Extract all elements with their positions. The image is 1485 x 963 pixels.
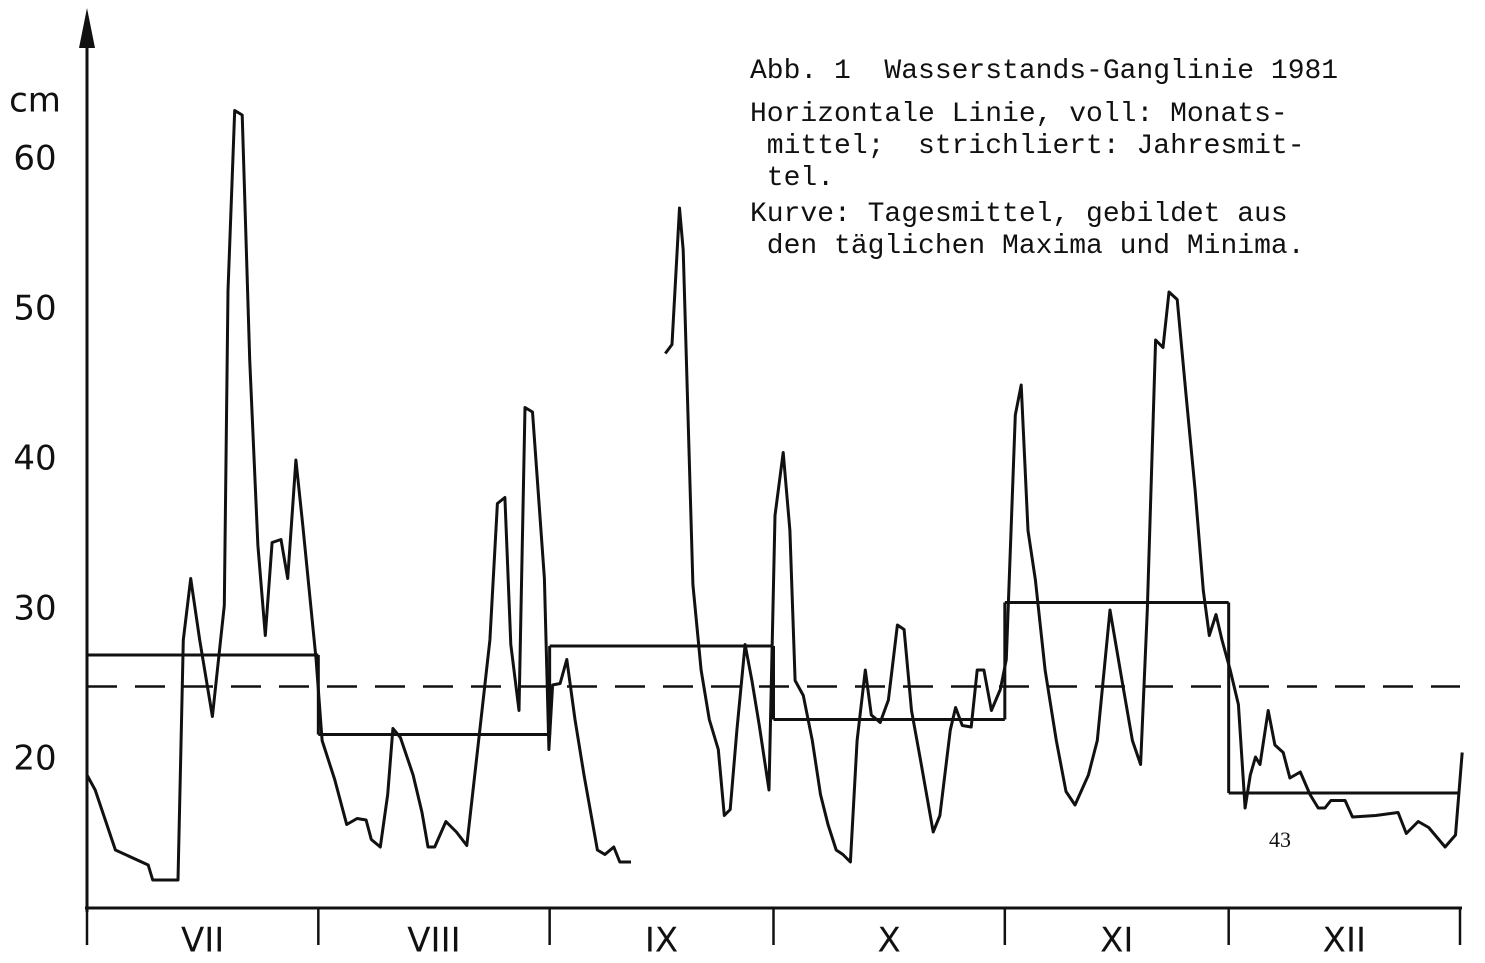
month-label: IX [645, 921, 678, 961]
month-label: VII [181, 921, 224, 961]
y-axis-label: cm [9, 81, 61, 121]
note-line: Kurve: Tagesmittel, gebildet aus [750, 199, 1288, 230]
note-line: mittel; strichliert: Jahresmit- [750, 131, 1305, 162]
daily-curve [85, 109, 1464, 882]
y-tick-label: 20 [13, 739, 56, 779]
month-label: X [878, 921, 901, 961]
y-tick-label: 40 [13, 439, 56, 479]
y-tick-label: 50 [13, 289, 56, 329]
y-axis-arrow [79, 8, 95, 48]
note-line: tel. [750, 163, 834, 194]
month-label: XI [1100, 921, 1133, 961]
chart-title: Abb. 1 Wasserstands-Ganglinie 1981 [750, 56, 1338, 87]
note-line: den täglichen Maxima und Minima. [750, 231, 1305, 262]
note-line: Horizontale Linie, voll: Monats- [750, 99, 1288, 130]
month-label: VIII [407, 921, 460, 961]
y-tick-label: 60 [13, 139, 56, 179]
page-number: 43 [1269, 827, 1291, 852]
y-tick-label: 30 [13, 589, 56, 629]
month-label: XII [1323, 921, 1366, 961]
